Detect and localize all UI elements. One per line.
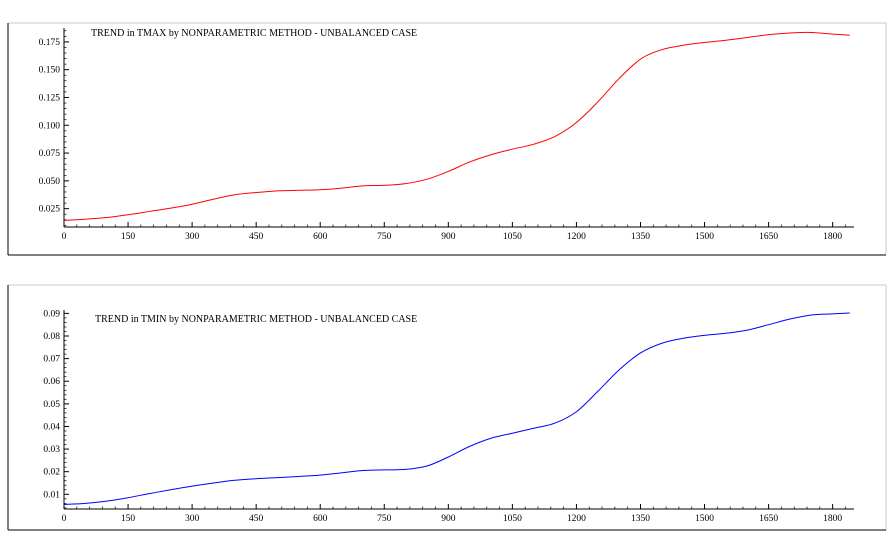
tmin-x-tick-label: 1200 — [567, 514, 586, 524]
tmin-y-tick-label: 0.08 — [43, 332, 60, 342]
tmin-x-tick-label: 1050 — [503, 514, 522, 524]
tmin-y-tick-label: 0.09 — [43, 309, 60, 319]
tmax-x-tick-label: 600 — [313, 232, 328, 242]
tmax-chart-title: TREND in TMAX by NONPARAMETRIC METHOD - … — [91, 28, 417, 39]
tmin-x-tick-label: 0 — [62, 514, 67, 524]
tmin-x-tick-label: 1800 — [823, 514, 842, 524]
tmin-x-tick-label: 1500 — [695, 514, 714, 524]
tmax-y-tick-label: 0.075 — [39, 149, 61, 159]
tmax-y-tick-label: 0.175 — [39, 38, 61, 48]
tmin-y-tick-label: 0.07 — [43, 355, 60, 365]
tmin-y-tick-label: 0.01 — [43, 490, 60, 500]
tmin-trend-chart: 0 150 300 450 600 750 900 1050 1200 1350 1500 1650 1… — [0, 284, 889, 533]
tmax-trend-chart: 0 150 300 450 600 750 900 1050 1200 1350 1500 1650 1… — [0, 22, 889, 256]
tmin-y-tick-label: 0.02 — [43, 468, 60, 478]
tmin-x-tick-label: 1350 — [631, 514, 650, 524]
tmax-y-tick-label: 0.100 — [39, 121, 61, 131]
tmin-x-tick-label: 600 — [313, 514, 328, 524]
tmax-y-tick-label: 0.050 — [39, 177, 61, 187]
tmin-x-tick-label: 450 — [249, 514, 264, 524]
tmin-x-tick-label: 300 — [185, 514, 200, 524]
tmin-chart-svg: 0 150 300 450 600 750 900 1050 1200 1350 1500 1650 1… — [7, 284, 887, 531]
tmin-x-tick-label: 150 — [121, 514, 136, 524]
tmax-x-tick-label: 300 — [185, 232, 200, 242]
tmax-x-tick-label: 1050 — [503, 232, 522, 242]
tmax-chart-svg: 0 150 300 450 600 750 900 1050 1200 1350 1500 1650 1… — [7, 22, 887, 256]
tmax-y-tick-label: 0.150 — [39, 66, 61, 76]
tmax-x-tick-label: 1200 — [567, 232, 586, 242]
tmax-x-tick-label: 1800 — [823, 232, 842, 242]
tmax-series-line — [63, 31, 850, 221]
tmin-y-tick-label: 0.06 — [43, 377, 60, 387]
tmax-x-tick-label: 750 — [377, 232, 392, 242]
tmin-x-tick-label: 750 — [377, 514, 392, 524]
tmax-x-tick-label: 1350 — [631, 232, 650, 242]
tmax-x-tick-label: 1650 — [759, 232, 778, 242]
tmax-y-tick-label: 0.125 — [39, 93, 61, 103]
tmin-x-tick-label: 1650 — [759, 514, 778, 524]
tmax-x-tick-label: 900 — [441, 232, 456, 242]
tmax-y-tick-label: 0.025 — [39, 205, 61, 215]
tmax-x-tick-label: 0 — [62, 232, 67, 242]
tmax-x-tick-label: 450 — [249, 232, 264, 242]
tmin-x-tick-label: 900 — [441, 514, 456, 524]
tmin-series-line — [63, 312, 850, 505]
tmin-chart-title: TREND in TMIN by NONPARAMETRIC METHOD - … — [95, 314, 417, 325]
tmax-x-tick-label: 150 — [121, 232, 136, 242]
tmin-y-tick-label: 0.05 — [43, 400, 60, 410]
tmin-y-tick-label: 0.03 — [43, 445, 60, 455]
tmax-x-tick-label: 1500 — [695, 232, 714, 242]
tmin-y-tick-label: 0.04 — [43, 422, 60, 432]
